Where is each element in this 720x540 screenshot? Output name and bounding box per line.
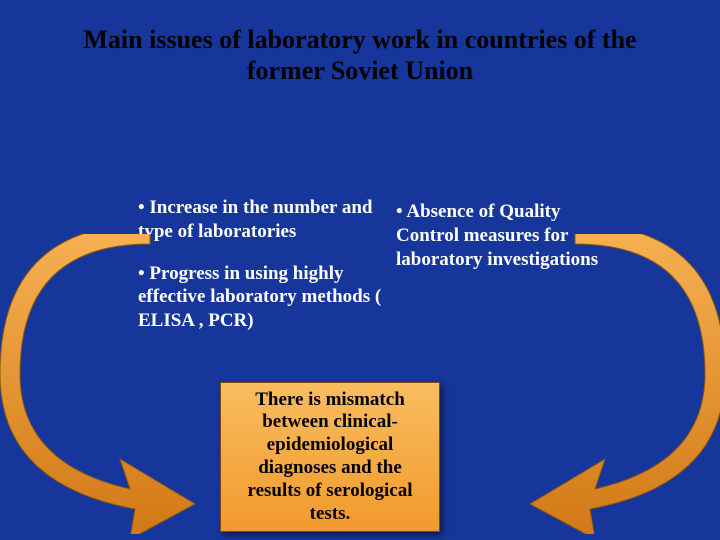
curved-arrow-right-icon: [525, 234, 720, 534]
callout-box: There is mismatch between clinical-epide…: [220, 382, 440, 532]
slide-title: Main issues of laboratory work in countr…: [50, 24, 670, 86]
curved-arrow-left-icon: [0, 234, 200, 534]
callout-text: There is mismatch between clinical-epide…: [231, 389, 429, 526]
